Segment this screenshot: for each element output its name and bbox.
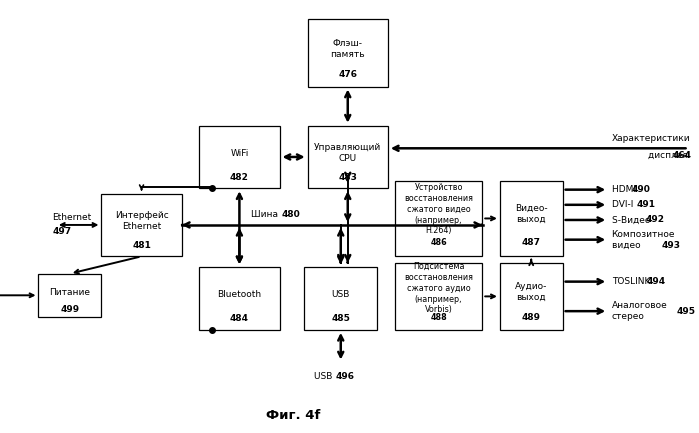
Text: USB: USB bbox=[331, 290, 350, 299]
Text: Устройство
восстановления
сжатого видео
(например,
H.264): Устройство восстановления сжатого видео … bbox=[404, 183, 473, 236]
Text: 494: 494 bbox=[647, 277, 666, 286]
Text: Ethernet: Ethernet bbox=[52, 213, 92, 222]
Text: дисплея: дисплея bbox=[648, 151, 691, 160]
Text: Шина: Шина bbox=[252, 210, 281, 219]
Text: 497: 497 bbox=[52, 227, 71, 236]
FancyBboxPatch shape bbox=[395, 181, 482, 256]
FancyBboxPatch shape bbox=[395, 263, 482, 330]
Text: 480: 480 bbox=[282, 210, 301, 219]
FancyBboxPatch shape bbox=[308, 126, 388, 188]
Text: Подсистема
восстановления
сжатого аудио
(например,
Vorbis): Подсистема восстановления сжатого аудио … bbox=[404, 262, 473, 314]
Text: 481: 481 bbox=[132, 241, 151, 249]
Text: 495: 495 bbox=[677, 307, 696, 316]
Text: 493: 493 bbox=[662, 241, 681, 250]
Text: видео: видео bbox=[612, 241, 643, 250]
Text: HDMI: HDMI bbox=[612, 185, 638, 194]
FancyBboxPatch shape bbox=[199, 126, 280, 188]
Text: стерео: стерео bbox=[612, 312, 644, 321]
Text: Аналоговое: Аналоговое bbox=[612, 301, 668, 310]
Text: 486: 486 bbox=[431, 238, 447, 247]
Text: Аудио-
выход: Аудио- выход bbox=[515, 282, 547, 302]
Text: Характеристики: Характеристики bbox=[612, 134, 691, 143]
Text: Управляющий
CPU: Управляющий CPU bbox=[314, 143, 382, 163]
Text: TOSLINK: TOSLINK bbox=[612, 277, 653, 286]
FancyBboxPatch shape bbox=[304, 267, 377, 330]
Text: WiFi: WiFi bbox=[230, 149, 249, 158]
Text: Видео-
выход: Видео- выход bbox=[515, 204, 547, 224]
Text: 464: 464 bbox=[673, 151, 692, 160]
Text: DVI-I: DVI-I bbox=[612, 200, 636, 209]
Text: Питание: Питание bbox=[50, 288, 90, 297]
Text: 484: 484 bbox=[230, 314, 249, 323]
FancyBboxPatch shape bbox=[308, 19, 388, 87]
Text: 483: 483 bbox=[338, 173, 357, 181]
FancyBboxPatch shape bbox=[500, 263, 563, 330]
Text: 491: 491 bbox=[636, 200, 656, 209]
Text: Фиг. 4f: Фиг. 4f bbox=[266, 409, 321, 422]
Text: 485: 485 bbox=[331, 314, 350, 323]
Text: Интерфейс
Ethernet: Интерфейс Ethernet bbox=[115, 211, 168, 231]
FancyBboxPatch shape bbox=[500, 181, 563, 256]
Text: 489: 489 bbox=[521, 313, 541, 322]
Text: 482: 482 bbox=[230, 173, 249, 181]
Text: 492: 492 bbox=[645, 216, 665, 224]
Text: 487: 487 bbox=[521, 238, 541, 247]
Text: Композитное: Композитное bbox=[612, 229, 675, 239]
FancyBboxPatch shape bbox=[199, 267, 280, 330]
Text: Флэш-
память: Флэш- память bbox=[331, 39, 365, 59]
FancyBboxPatch shape bbox=[101, 194, 182, 256]
FancyBboxPatch shape bbox=[38, 274, 101, 317]
Text: 490: 490 bbox=[632, 185, 651, 194]
Text: 496: 496 bbox=[336, 372, 355, 381]
Text: Bluetooth: Bluetooth bbox=[217, 290, 261, 299]
Text: 476: 476 bbox=[338, 70, 357, 79]
Text: USB: USB bbox=[314, 372, 336, 381]
Text: 499: 499 bbox=[60, 305, 80, 313]
Text: S-Видео: S-Видео bbox=[612, 216, 653, 224]
Text: 488: 488 bbox=[431, 313, 447, 322]
